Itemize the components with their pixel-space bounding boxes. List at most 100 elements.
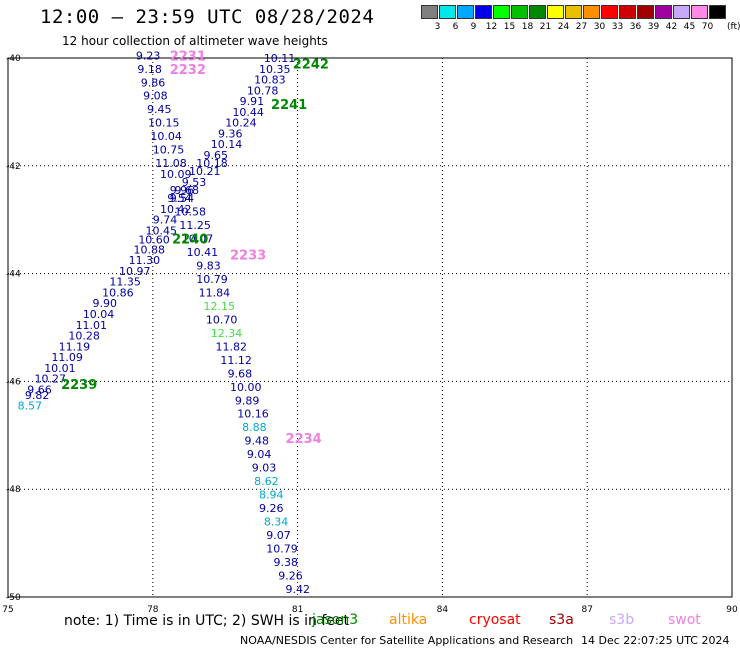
satellite-label-altika: altika <box>389 612 428 628</box>
track-id-label: 2232 <box>170 63 206 78</box>
wave-height-value: 9.54 <box>170 192 195 205</box>
wave-height-value: 9.26 <box>259 502 284 515</box>
track-id-label: 2234 <box>286 432 322 447</box>
wave-height-value: 11.08 <box>155 157 187 170</box>
legend-swatch <box>601 5 618 19</box>
wave-height-value: 9.91 <box>240 95 265 108</box>
wave-height-value: 10.27 <box>35 373 66 386</box>
track-id-label: 2241 <box>271 98 307 113</box>
legend-label: 6 <box>452 22 459 32</box>
legend-label: 24 <box>557 22 570 32</box>
wave-height-value: 10.79 <box>266 542 298 555</box>
wave-height-value: 10.83 <box>254 74 286 87</box>
wave-height-value: 9.83 <box>196 260 221 273</box>
wave-height-value: 10.70 <box>206 313 238 326</box>
satellite-label-cryosat: cryosat <box>469 612 521 628</box>
legend-label: 3 <box>434 22 441 32</box>
wave-height-value: 10.41 <box>187 246 219 259</box>
x-tick-label: 90 <box>726 605 738 615</box>
wave-height-value: 11.12 <box>220 354 252 367</box>
y-tick-label: -48 <box>6 485 21 495</box>
wave-height-value: 10.79 <box>196 273 228 286</box>
wave-height-value: 9.54 <box>167 192 192 205</box>
legend-swatch <box>475 5 492 19</box>
wave-height-value: 9.89 <box>235 394 260 407</box>
legend-swatch <box>709 5 726 19</box>
track-id-label: 2239 <box>61 378 97 393</box>
legend-label: 33 <box>611 22 624 32</box>
wave-height-value: 9.23 <box>136 49 161 62</box>
satellite-label-s3b: s3b <box>609 612 635 628</box>
legend-swatch <box>493 5 510 19</box>
wave-height-value: 10.01 <box>44 362 75 375</box>
wave-height-value: 8.88 <box>242 421 266 434</box>
wave-height-value: 9.42 <box>286 583 311 596</box>
track-id-label: 2240 <box>172 233 208 248</box>
x-tick-label: 81 <box>292 605 303 615</box>
map-grid <box>7 57 733 598</box>
wave-height-value: 10.11 <box>264 52 296 65</box>
legend-label: 70 <box>701 22 714 32</box>
wave-height-value: 8.62 <box>254 475 279 488</box>
wave-height-value: 10.58 <box>175 206 207 219</box>
wave-height-value: 10.60 <box>138 234 170 247</box>
legend-swatch <box>547 5 564 19</box>
wave-height-value: 9.68 <box>175 184 200 197</box>
credit-line: NOAA/NESDIS Center for Satellite Applica… <box>240 634 574 647</box>
wave-height-value: 10.16 <box>237 408 269 421</box>
y-tick-label: -44 <box>6 270 21 280</box>
wave-height-value: 12.15 <box>203 300 235 313</box>
wave-height-value: 9.82 <box>25 389 50 402</box>
legend-swatch <box>421 5 438 19</box>
legend-swatch <box>457 5 474 19</box>
wave-height-value: 9.04 <box>247 448 271 461</box>
legend-label: 42 <box>665 22 678 32</box>
satellite-label-swot: swot <box>668 612 701 628</box>
x-tick-label: 75 <box>2 605 13 615</box>
legend-unit: (ft) <box>727 22 740 32</box>
wave-height-value: 10.04 <box>83 308 115 321</box>
legend-label: 21 <box>539 22 552 32</box>
legend-swatch <box>565 5 582 19</box>
wave-height-value: 10.97 <box>119 265 151 278</box>
x-tick-label: 87 <box>581 605 592 615</box>
wave-height-value: 10.14 <box>211 138 243 151</box>
track-id-label: 2242 <box>293 57 329 72</box>
wave-height-value: 9.86 <box>141 76 166 89</box>
wave-height-value: 11.84 <box>199 286 231 299</box>
x-tick-label: 84 <box>437 605 449 615</box>
wave-height-value: 10.42 <box>160 203 192 216</box>
satellite-label-s3a: s3a <box>549 612 574 628</box>
wave-height-value: 9.53 <box>182 176 207 189</box>
wave-readings: 9.239.189.869.089.4510.1510.0410.7511.08… <box>18 49 310 596</box>
legend-swatch <box>619 5 636 19</box>
wave-height-value: 11.19 <box>59 340 91 353</box>
wave-height-value: 9.48 <box>245 435 269 448</box>
wave-height-value: 10.00 <box>230 381 262 394</box>
legend-label: 15 <box>503 22 516 32</box>
legend-swatch <box>637 5 654 19</box>
wave-height-value: 10.88 <box>133 243 165 256</box>
y-tick-label: -46 <box>6 377 21 387</box>
footer-note: note: 1) Time is in UTC; 2) SWH is in fe… <box>64 613 350 629</box>
legend-swatch <box>529 5 546 19</box>
page-title: 12:00 – 23:59 UTC 08/28/2024 <box>40 6 375 28</box>
legend-swatch <box>439 5 456 19</box>
wave-height-value: 10.28 <box>68 330 100 343</box>
legend-label: 27 <box>575 22 588 32</box>
wave-height-value: 10.09 <box>160 168 192 181</box>
legend-swatch <box>511 5 528 19</box>
wave-height-value: 11.09 <box>51 351 83 364</box>
x-axis-ticks: 75 78 81 84 87 90 <box>2 605 738 615</box>
legend-label: 45 <box>683 22 696 32</box>
wave-height-value: 10.75 <box>153 144 185 157</box>
wave-height-value: 10.78 <box>247 84 278 97</box>
wave-height-value: 8.34 <box>264 516 289 529</box>
wave-height-value: 10.21 <box>189 165 221 178</box>
wave-height-value: 11.30 <box>129 254 161 267</box>
wave-height-value: 10.07 <box>182 233 214 246</box>
legend-label: 39 <box>647 22 660 32</box>
y-tick-label: -40 <box>6 54 21 64</box>
page-subtitle: 12 hour collection of altimeter wave hei… <box>62 34 328 48</box>
wave-height-value: 9.36 <box>218 127 243 140</box>
